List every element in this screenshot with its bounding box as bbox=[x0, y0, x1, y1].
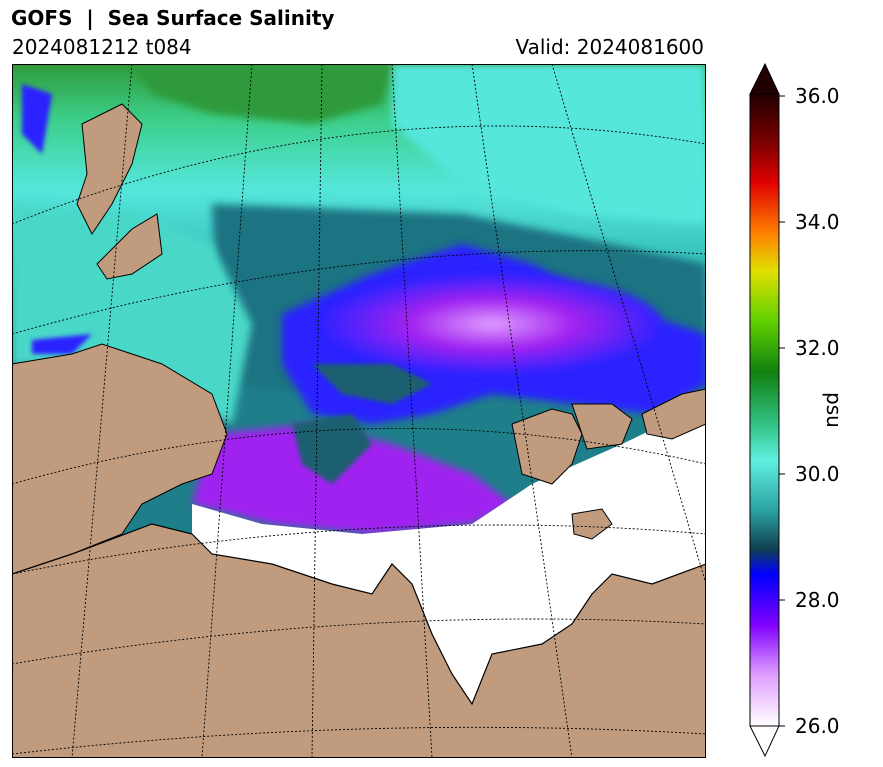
colorbar-tick: 30.0 bbox=[795, 462, 840, 486]
cyan-water bbox=[392, 64, 706, 224]
colorbar bbox=[749, 62, 785, 758]
high-salinity-green-band bbox=[132, 64, 392, 124]
purple-south bbox=[192, 424, 512, 534]
cyan-west bbox=[12, 204, 252, 424]
run-label: 2024081212 t084 bbox=[12, 35, 192, 59]
salinity-map bbox=[12, 64, 706, 758]
map-title: GOFS | Sea Surface Salinity bbox=[11, 6, 335, 30]
colorbar-tick: 26.0 bbox=[795, 714, 840, 738]
land-south bbox=[12, 523, 706, 758]
valid-label: Valid: 2024081600 bbox=[515, 35, 704, 59]
colorbar-tick: 34.0 bbox=[795, 210, 840, 234]
colorbar-unit-label: psu bbox=[822, 392, 846, 428]
island-east-4 bbox=[571, 508, 613, 540]
colorbar-tick: 28.0 bbox=[795, 588, 840, 612]
colorbar-tick: 36.0 bbox=[795, 84, 840, 108]
colorbar-tick: 32.0 bbox=[795, 336, 840, 360]
colorbar-gradient bbox=[749, 93, 780, 727]
graticule bbox=[12, 64, 706, 758]
colorbar-extend-max bbox=[749, 62, 780, 95]
teal-streaks bbox=[292, 364, 432, 484]
island-east-3 bbox=[641, 388, 706, 440]
blue-left-coast bbox=[22, 84, 92, 354]
purple-plume bbox=[322, 274, 662, 374]
colorbar-extend-min bbox=[749, 725, 780, 758]
island-northwest-2 bbox=[96, 213, 163, 280]
island-east-2 bbox=[571, 403, 633, 450]
